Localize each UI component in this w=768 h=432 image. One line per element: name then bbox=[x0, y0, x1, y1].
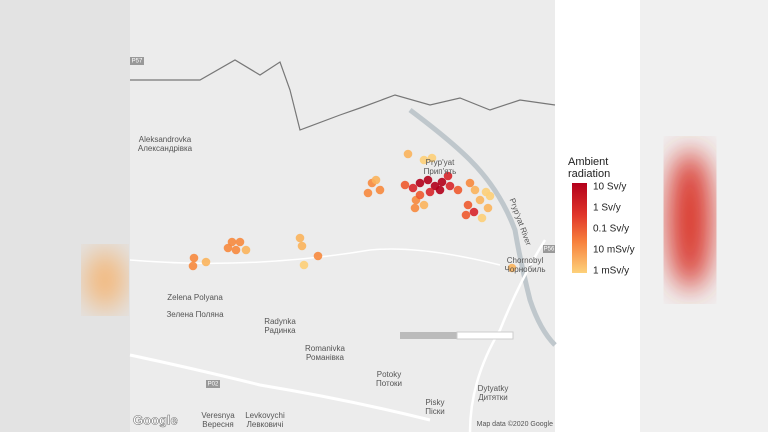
radiation-dot bbox=[313, 251, 323, 261]
radiation-dot bbox=[189, 253, 199, 263]
radiation-dot bbox=[461, 210, 471, 220]
radiation-dot bbox=[295, 233, 305, 243]
map-area bbox=[130, 0, 555, 432]
radiation-dot bbox=[188, 261, 198, 271]
radiation-dot bbox=[469, 207, 479, 217]
radiation-dot bbox=[463, 200, 473, 210]
radiation-dot bbox=[437, 177, 447, 187]
radiation-dot bbox=[453, 185, 463, 195]
place-label: Potoky bbox=[377, 370, 401, 379]
radiation-dot bbox=[410, 203, 420, 213]
road-label: P57 bbox=[132, 59, 143, 65]
radiation-dot bbox=[223, 243, 233, 253]
legend-label: 10 mSv/y bbox=[593, 245, 635, 256]
legend-label: 1 Sv/y bbox=[593, 203, 621, 214]
radiation-dot bbox=[419, 200, 429, 210]
radiation-dot bbox=[403, 149, 413, 159]
place-label: Romanivka bbox=[305, 344, 346, 353]
radiation-dot bbox=[419, 155, 429, 165]
radiation-dot bbox=[507, 263, 517, 273]
place-label: Зелена Поляна bbox=[166, 310, 224, 319]
place-label: Дитятки bbox=[478, 393, 508, 402]
place-label: Radynka bbox=[264, 317, 296, 326]
radiation-dot bbox=[443, 171, 453, 181]
legend: Ambient radiation 10 Sv/y 1 Sv/y 0.1 Sv/y 1… bbox=[568, 156, 635, 277]
legend-title: Ambient radiation bbox=[568, 156, 611, 180]
radiation-dot bbox=[485, 191, 495, 201]
radiation-dot bbox=[241, 245, 251, 255]
radiation-dot bbox=[201, 257, 211, 267]
place-label: Zelena Polyana bbox=[167, 293, 223, 302]
place-label: Pisky bbox=[425, 398, 444, 407]
place-label: Піски bbox=[425, 407, 445, 416]
radiation-dot bbox=[423, 175, 433, 185]
radiation-dot bbox=[415, 178, 425, 188]
place-label: Прип'ять bbox=[424, 167, 457, 176]
radiation-dot bbox=[470, 185, 480, 195]
radiation-dot bbox=[415, 190, 425, 200]
place-label: Александрівка bbox=[138, 144, 193, 153]
attribution: Map data ©2020 Google bbox=[477, 420, 553, 428]
legend-label: 1 mSv/y bbox=[593, 266, 629, 277]
legend-label: 10 Sv/y bbox=[593, 182, 626, 193]
place-label: Chornobyl bbox=[507, 256, 544, 265]
legend-label: 0.1 Sv/y bbox=[593, 224, 629, 235]
radiation-dot bbox=[435, 185, 445, 195]
radiation-dot bbox=[427, 153, 437, 163]
place-label: Pryp'yat bbox=[426, 158, 455, 167]
radiation-dot bbox=[483, 203, 493, 213]
place-label: Чорнобиль bbox=[505, 265, 546, 274]
radiation-dot bbox=[425, 187, 435, 197]
legend-panel bbox=[555, 0, 640, 432]
radiation-dot bbox=[445, 181, 455, 191]
radiation-dot bbox=[297, 241, 307, 251]
road-label: P56 bbox=[544, 247, 555, 253]
place-label: Levkovychi bbox=[245, 411, 285, 420]
radiation-dot bbox=[371, 175, 381, 185]
radiation-dot bbox=[475, 195, 485, 205]
place-label: Романівка bbox=[306, 353, 345, 362]
legend-title-box: Ambient radiation bbox=[568, 156, 611, 180]
radiation-dot bbox=[408, 183, 418, 193]
radiation-dot bbox=[299, 260, 309, 270]
place-label: Вересня bbox=[202, 420, 233, 429]
place-label: Aleksandrovka bbox=[139, 135, 192, 144]
road-label: P02 bbox=[208, 382, 219, 388]
radiation-dots bbox=[188, 149, 517, 273]
place-label: Dytyatky bbox=[478, 384, 509, 393]
radiation-dot bbox=[477, 213, 487, 223]
radiation-dot bbox=[363, 188, 373, 198]
place-label: Радинка bbox=[264, 326, 296, 335]
radiation-dot bbox=[465, 178, 475, 188]
radiation-dot bbox=[400, 180, 410, 190]
place-label: Veresnya bbox=[201, 411, 235, 420]
radiation-dot bbox=[235, 237, 245, 247]
place-label: Потоки bbox=[376, 379, 402, 388]
radiation-dot bbox=[231, 245, 241, 255]
google-logo: Google bbox=[133, 412, 178, 427]
radiation-dot bbox=[375, 185, 385, 195]
color-bar bbox=[572, 183, 587, 273]
place-label: Левковичі bbox=[247, 420, 284, 429]
